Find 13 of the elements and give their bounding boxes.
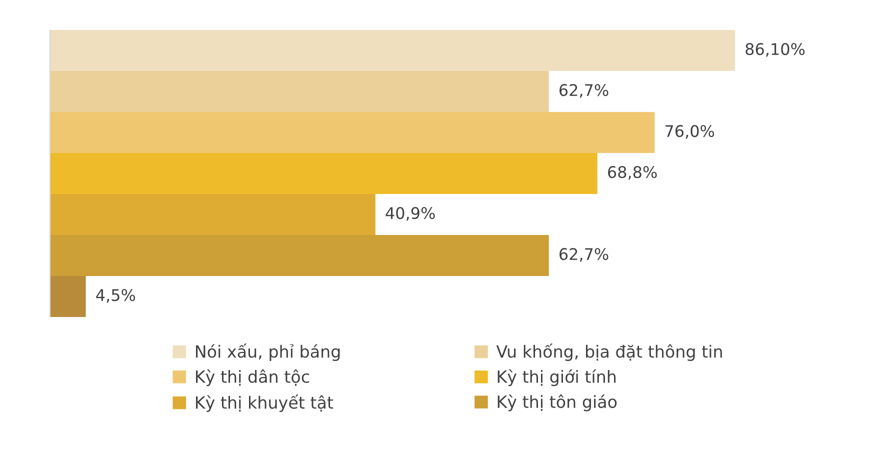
- data-label: 4,5%: [96, 289, 136, 303]
- legend-label: Kỳ thị tôn giáo: [498, 394, 617, 412]
- data-label: 68,8%: [608, 166, 657, 180]
- legend-label: Kỳ thị dân tộc: [196, 369, 309, 386]
- data-label: 76,0%: [666, 125, 714, 139]
- legend-label: Vu khống, bịa đặt thông tin: [496, 343, 722, 362]
- data-label: 40,9%: [386, 207, 435, 221]
- data-label: 86,10%: [746, 43, 805, 57]
- legend-label: Kỳ thị khuyết tật: [196, 394, 334, 412]
- data-label: 62,7%: [560, 248, 608, 262]
- legend-label: Nói xấu, phỉ báng: [196, 343, 340, 362]
- legend-label: Kỳ thị giới tính: [498, 369, 616, 386]
- data-label: 62,7%: [560, 84, 608, 98]
